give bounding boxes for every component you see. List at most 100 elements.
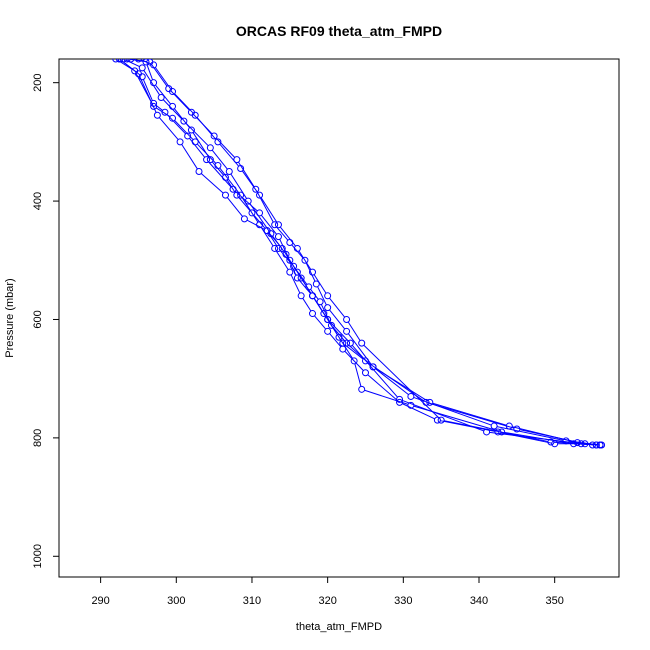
- data-point: [116, 59, 124, 63]
- series-line-segment: [340, 339, 353, 359]
- y-tick-label: 400: [32, 192, 44, 210]
- series-line-segment: [286, 256, 297, 276]
- series-line-segment: [354, 363, 362, 387]
- series-7: [119, 59, 604, 449]
- data-point: [309, 310, 317, 318]
- series-line-segment: [279, 226, 296, 247]
- y-tick-label: 200: [32, 74, 44, 92]
- data-point: [278, 244, 286, 252]
- data-point: [180, 117, 188, 125]
- data-point: [274, 221, 282, 229]
- data-point: [142, 59, 150, 66]
- data-point: [274, 233, 282, 241]
- data-point: [396, 395, 404, 403]
- series-line-segment: [142, 79, 153, 101]
- series-line-segment: [402, 399, 484, 432]
- series-line-segment: [276, 226, 289, 241]
- series-line-segment: [230, 173, 247, 199]
- series-line-segment: [347, 333, 372, 365]
- data-point: [324, 315, 332, 323]
- series-line-segment: [125, 59, 140, 68]
- data-point: [407, 392, 415, 400]
- series-line-segment: [133, 59, 144, 62]
- series-3: [123, 59, 606, 449]
- data-point: [339, 339, 347, 347]
- data-point: [191, 111, 199, 119]
- data-point: [426, 398, 434, 406]
- data-point: [138, 73, 146, 81]
- data-point: [271, 221, 279, 229]
- data-point: [437, 416, 445, 424]
- series-line-segment: [329, 309, 346, 330]
- data-point: [361, 357, 369, 365]
- series-layer: [112, 59, 606, 449]
- x-tick-label: 310: [243, 595, 261, 607]
- data-point: [240, 215, 248, 223]
- x-tick-label: 340: [470, 595, 488, 607]
- series-line-segment: [317, 286, 327, 306]
- series-line-segment: [329, 333, 342, 348]
- data-point: [596, 441, 604, 449]
- x-tick-label: 290: [91, 595, 109, 607]
- series-line-segment: [226, 197, 243, 217]
- data-point: [150, 99, 158, 107]
- data-point: [293, 274, 301, 282]
- series-line-segment: [208, 161, 232, 188]
- series-line-segment: [226, 179, 236, 193]
- series-line-segment: [260, 227, 274, 247]
- series-line-segment: [155, 104, 163, 111]
- series-line-segment: [162, 99, 183, 120]
- data-point: [358, 385, 366, 393]
- data-point: [169, 88, 177, 96]
- series-line-segment: [121, 60, 141, 76]
- data-point: [407, 401, 415, 409]
- series-line-segment: [313, 298, 327, 318]
- series-line-segment: [196, 117, 217, 140]
- y-tick-label: 800: [32, 429, 44, 447]
- series-line-segment: [272, 235, 285, 253]
- series-line-segment: [305, 262, 316, 282]
- series-line-segment: [185, 122, 209, 147]
- data-point: [324, 304, 332, 312]
- series-line-segment: [143, 70, 160, 96]
- y-tick-label: 600: [32, 310, 44, 328]
- series-line-segment: [215, 137, 236, 158]
- series-line-segment: [344, 350, 364, 371]
- series-line-segment: [519, 429, 583, 444]
- data-point: [581, 440, 589, 448]
- x-tick-label: 300: [167, 595, 185, 607]
- data-point: [244, 197, 252, 205]
- series-line-segment: [310, 288, 319, 300]
- data-point: [221, 173, 229, 181]
- series-line-segment: [363, 344, 440, 419]
- data-point: [112, 59, 120, 63]
- series-line-segment: [200, 173, 224, 194]
- data-point: [422, 398, 430, 406]
- data-point: [346, 339, 354, 347]
- series-line-segment: [158, 117, 179, 140]
- data-point: [350, 357, 358, 365]
- data-point: [229, 185, 237, 193]
- x-tick-label: 330: [394, 595, 412, 607]
- series-line-segment: [192, 132, 210, 158]
- series-line-segment: [302, 298, 312, 312]
- data-point: [119, 59, 127, 63]
- series-line-segment: [279, 239, 289, 258]
- series-line-segment: [155, 84, 172, 105]
- data-point: [153, 111, 161, 119]
- data-point: [335, 333, 343, 341]
- series-line-segment: [290, 274, 301, 294]
- data-point: [187, 126, 195, 134]
- data-point: [286, 268, 294, 276]
- series-line-segment: [181, 144, 198, 170]
- series-line-segment: [268, 232, 278, 247]
- data-point: [483, 428, 491, 436]
- series-line-segment: [260, 197, 278, 223]
- series-line-segment: [348, 344, 372, 366]
- data-point: [161, 108, 169, 116]
- data-point: [293, 244, 301, 252]
- data-point: [221, 191, 229, 199]
- y-tick-label: 1000: [32, 544, 44, 568]
- data-point: [309, 292, 317, 300]
- data-point: [301, 256, 309, 264]
